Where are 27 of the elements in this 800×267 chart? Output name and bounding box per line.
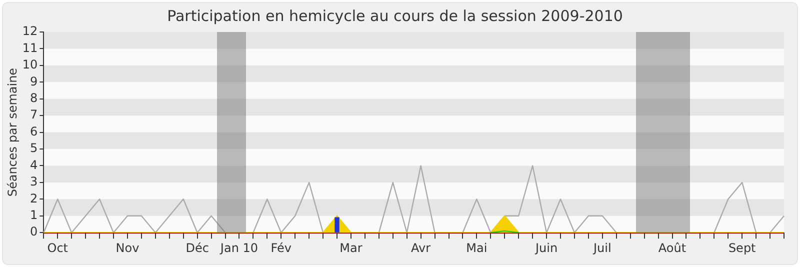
chart-title: Participation en hemicycle au cours de la session 2009-2010 [167,6,623,25]
y-tick-label: 10 [22,58,38,72]
x-tick-label: Avr [411,240,431,255]
x-tick-label: Juin [534,240,558,255]
y-tick-label: 1 [30,208,38,222]
y-tick-label: 5 [30,141,38,156]
x-tick-label: Août [658,240,686,255]
y-tick-label: 3 [30,174,38,189]
y-tick-label: 7 [30,108,38,122]
x-tick-label: Nov [116,240,140,255]
y-tick-label: 6 [30,124,38,138]
y-tick-label: 11 [22,40,38,55]
y-tick-label: 12 [22,24,38,38]
y-axis-title: Séances par semaine [5,68,20,197]
x-tick-label: Déc [186,240,209,255]
y-tick-label: 9 [30,74,38,88]
y-tick-label: 0 [30,224,38,239]
y-tick-label: 2 [30,191,38,206]
x-tick-label: Jan 10 [219,240,258,255]
x-tick-label: Juil [592,240,612,255]
y-tick-label: 4 [30,158,38,172]
x-tick-label: Fév [270,240,292,255]
x-tick-label: Mai [466,240,488,255]
x-tick-label: Sept [728,240,756,255]
x-tick-label: Oct [47,240,68,255]
y-tick-label: 8 [30,90,38,105]
x-tick-label: Mar [340,240,362,255]
